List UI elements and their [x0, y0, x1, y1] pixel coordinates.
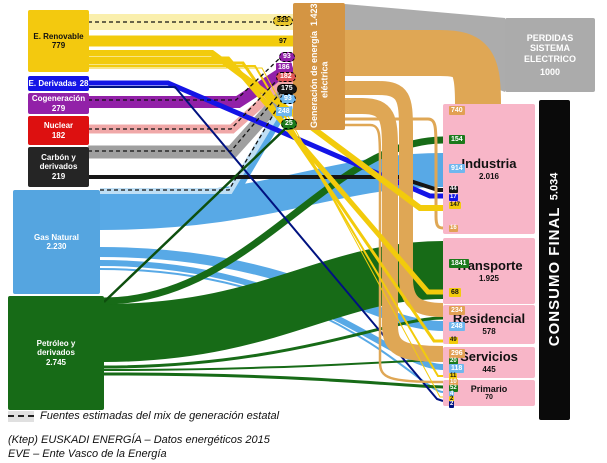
inflow-transporte-electricidad: 16	[449, 225, 458, 232]
inflow-industria-petroleo: 154	[449, 135, 465, 144]
flow-label-renovable-gen: 97	[277, 37, 289, 46]
source-petroleo: Petróleo y derivados 2.745	[8, 296, 104, 410]
sector-primario: Primario 70	[443, 380, 535, 406]
sector-transporte-value: 1.925	[478, 273, 500, 283]
sector-residencial-label: Residencial	[452, 311, 526, 327]
sector-transporte-label: Transporte	[455, 257, 523, 273]
inflow-primario-gas: 4	[449, 391, 455, 398]
source-gas: Gas Natural 2.230	[13, 190, 100, 294]
node-generacion-label: Generación de energía eléctrica	[308, 30, 329, 128]
footer-source-line: (Ktep) EUSKADI ENERGÍA – Datos energétic…	[8, 434, 270, 446]
flow-label-nuclear-mix: 182	[276, 72, 296, 82]
inflow-servicios-gas: 118	[449, 364, 465, 373]
sector-primario-label: Primario	[470, 383, 508, 394]
source-cogeneracion-value: 279	[51, 103, 66, 113]
inflow-primario-petroleo: 52	[449, 385, 458, 392]
source-derivadas: E. Derivadas 28	[28, 76, 89, 91]
source-renovable-value: 779	[51, 41, 66, 50]
source-derivadas-label: E. Derivadas	[28, 78, 77, 88]
inflow-primario-derivadas: 2	[449, 401, 455, 408]
inflow-residencial-electricidad: 234	[449, 306, 465, 315]
source-gas-label: Gas Natural	[34, 232, 79, 242]
consumo-final-label: CONSUMO FINAL	[545, 206, 563, 347]
inflow-industria-derivadas: 17	[449, 194, 458, 201]
inflow-primario-electricidad: 10	[449, 379, 458, 386]
source-cogeneracion: Cogeneración 279	[28, 93, 89, 114]
sector-industria-value: 2.016	[478, 171, 500, 181]
inflow-industria-gas: 914	[449, 164, 465, 173]
flow-label-gas-gen: 248	[276, 107, 292, 116]
source-petroleo-value: 2.745	[45, 357, 67, 367]
consumo-final-value: 5.034	[548, 173, 561, 201]
node-perdidas-label: PERDIDAS SISTEMA ELECTRICO	[523, 32, 576, 64]
sector-servicios-value: 445	[482, 365, 496, 375]
source-carbon: Carbón y derivados 219	[28, 147, 89, 187]
flow-label-cogeneracion-mix: 93	[279, 52, 295, 62]
inflow-industria-renovable: 147	[449, 202, 462, 209]
source-carbon-value: 219	[51, 171, 66, 181]
inflow-industria-electricidad: 740	[449, 106, 465, 115]
source-cogeneracion-label: Cogeneración	[31, 94, 86, 104]
source-derivadas-value: 28	[79, 78, 89, 88]
sector-servicios-label: Servicios	[460, 349, 518, 365]
inflow-transporte-petroleo: 1841	[449, 259, 469, 268]
node-perdidas-value: 1000	[539, 66, 561, 77]
dashed-line-icon	[8, 410, 34, 422]
inflow-primario-renovable: 2	[449, 396, 455, 403]
node-generacion: Generación de energía eléctrica 1.423	[293, 3, 345, 130]
flow-label-renovable-mix: 325	[273, 16, 293, 26]
node-perdidas: PERDIDAS SISTEMA ELECTRICO 1000	[505, 18, 595, 92]
flow-label-cogeneracion-gen: 186	[276, 63, 292, 72]
inflow-transporte-renovable: 68	[449, 288, 461, 297]
source-renovable-label: E. Renovable	[33, 31, 84, 41]
legend-estimated-sources: Fuentes estimadas del mix de generación …	[8, 410, 279, 422]
inflow-servicios-electricidad: 296	[449, 349, 465, 358]
source-nuclear: Nuclear 182	[28, 116, 89, 145]
inflow-servicios-petroleo: 20	[449, 358, 458, 365]
legend-text: Fuentes estimadas del mix de generación …	[40, 410, 280, 422]
sector-industria-label: Industria	[461, 155, 517, 171]
flow-label-petroleo-mix: 25	[281, 119, 297, 129]
source-nuclear-value: 182	[51, 130, 66, 140]
sector-residencial-value: 578	[482, 327, 496, 337]
source-nuclear-label: Nuclear	[43, 121, 74, 131]
source-petroleo-label: Petróleo y derivados	[36, 339, 76, 358]
inflow-residencial-gas: 248	[449, 322, 465, 331]
inflow-industria-carbon: 44	[449, 186, 458, 193]
sector-primario-value: 70	[485, 394, 493, 402]
flow-label-carbon-mix: 175	[277, 84, 297, 94]
flow-label-gas-mix: 93	[280, 94, 296, 104]
source-carbon-label: Carbón y derivados	[39, 153, 78, 172]
node-consumo-final: CONSUMO FINAL 5.034	[539, 100, 570, 420]
source-gas-value: 2.230	[46, 242, 67, 251]
source-renovable: E. Renovable 779	[28, 10, 89, 72]
footer-entity-line: EVE – Ente Vasco de la Energía	[8, 448, 167, 460]
node-generacion-value: 1.423	[308, 3, 319, 26]
inflow-residencial-renovable: 49	[449, 337, 458, 344]
inflow-servicios-renovable: 11	[449, 373, 458, 380]
